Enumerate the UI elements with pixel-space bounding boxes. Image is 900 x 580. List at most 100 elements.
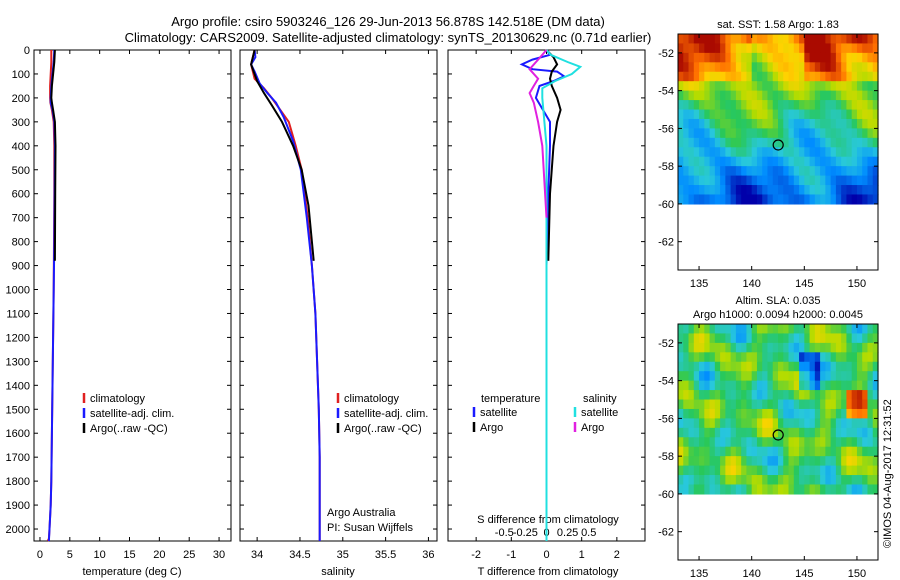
map-cell	[709, 446, 716, 457]
map-cell	[704, 43, 711, 54]
map-cell	[793, 465, 800, 476]
sla-map: -52 -54 -56 -58 -60 -62 135 140 145 150 Altim. SLA…	[658, 295, 879, 580]
map-cell	[799, 408, 805, 419]
map-cell	[709, 147, 716, 158]
map-cell	[841, 34, 848, 45]
map-cell	[799, 484, 805, 495]
map-cell	[720, 62, 726, 73]
map-cell	[788, 166, 795, 177]
map-cell	[746, 418, 753, 429]
map-cell	[709, 156, 716, 167]
map-cell	[825, 361, 832, 372]
map-cell	[856, 333, 863, 344]
map-cell	[778, 333, 784, 344]
map-cell	[756, 43, 763, 54]
map-cell	[820, 380, 826, 391]
map-cell	[741, 342, 748, 353]
x-tick-label: -2	[471, 549, 481, 561]
map-cell	[804, 194, 811, 205]
map-cell	[730, 166, 737, 177]
map-cell	[730, 456, 737, 467]
map-cell	[688, 484, 695, 495]
map-cell	[709, 324, 716, 335]
map-cell	[862, 484, 869, 495]
map-cell	[720, 147, 726, 158]
map-cell	[756, 90, 763, 101]
map-cell	[756, 175, 763, 186]
map-cell	[841, 456, 848, 467]
map-cell	[862, 446, 869, 457]
map-cell	[678, 446, 684, 457]
map-cell	[825, 90, 832, 101]
map-cell	[841, 408, 848, 419]
map-cell	[783, 62, 790, 73]
map-cell	[699, 147, 705, 158]
map-cell	[846, 418, 853, 429]
map-cell	[851, 118, 858, 129]
y-tick-label: 1700	[6, 452, 30, 464]
map-cell	[778, 81, 784, 92]
map-cell	[851, 352, 858, 363]
map-cell	[714, 437, 721, 448]
map-cell	[699, 427, 705, 438]
map-cell	[788, 62, 795, 73]
map-cell	[778, 147, 784, 158]
map-cell	[730, 71, 737, 82]
map-cell	[704, 361, 711, 372]
map-cell	[741, 185, 748, 196]
map-cell	[872, 128, 879, 139]
map-cell	[814, 156, 821, 167]
map-cell	[820, 166, 826, 177]
map-cell	[683, 100, 690, 111]
map-cell	[856, 100, 863, 111]
map-cell	[751, 352, 758, 363]
map-cell	[788, 71, 795, 82]
map-cell	[830, 175, 837, 186]
map-cell	[762, 156, 769, 167]
map-cell	[856, 185, 863, 196]
map-cell	[699, 185, 705, 196]
map-cell	[814, 166, 821, 177]
map-cell	[783, 147, 790, 158]
map-cell	[830, 81, 837, 92]
map-cell	[825, 408, 832, 419]
map-cell	[688, 371, 695, 382]
map-cell	[746, 427, 753, 438]
map-cell	[772, 81, 779, 92]
map-cell	[856, 194, 863, 205]
map-cell	[756, 446, 763, 457]
map-cell	[720, 109, 726, 120]
map-cell	[835, 147, 842, 158]
map-cell	[714, 456, 721, 467]
map-cell	[872, 475, 879, 486]
map-cell	[741, 71, 748, 82]
series-line	[50, 49, 57, 261]
map-cell	[862, 475, 869, 486]
map-cell	[867, 352, 874, 363]
map-cell	[851, 324, 858, 335]
map-cell	[793, 109, 800, 120]
map-cell	[804, 446, 811, 457]
map-cell	[772, 418, 779, 429]
difference-panel: -2 -1 0 1 2-0.5 -0.25 0 0.25 0.5S difference fro…	[447, 49, 646, 578]
y-tick-label: 200	[12, 93, 30, 105]
map-cell	[751, 166, 758, 177]
map-cell	[699, 137, 705, 148]
map-cell	[809, 81, 816, 92]
map-cell	[788, 43, 795, 54]
map-cell	[846, 408, 853, 419]
map-cell	[835, 427, 842, 438]
map-cell	[683, 137, 690, 148]
map-cell	[851, 128, 858, 139]
map-cell	[825, 380, 832, 391]
map-cell	[699, 34, 705, 45]
map-cell	[725, 475, 732, 486]
map-cell	[820, 333, 826, 344]
map-cell	[720, 342, 726, 353]
map-cell	[835, 128, 842, 139]
x-tick-label: 150	[848, 278, 866, 290]
map-cell	[746, 484, 753, 495]
map-cell	[820, 484, 826, 495]
map-cell	[678, 380, 684, 391]
